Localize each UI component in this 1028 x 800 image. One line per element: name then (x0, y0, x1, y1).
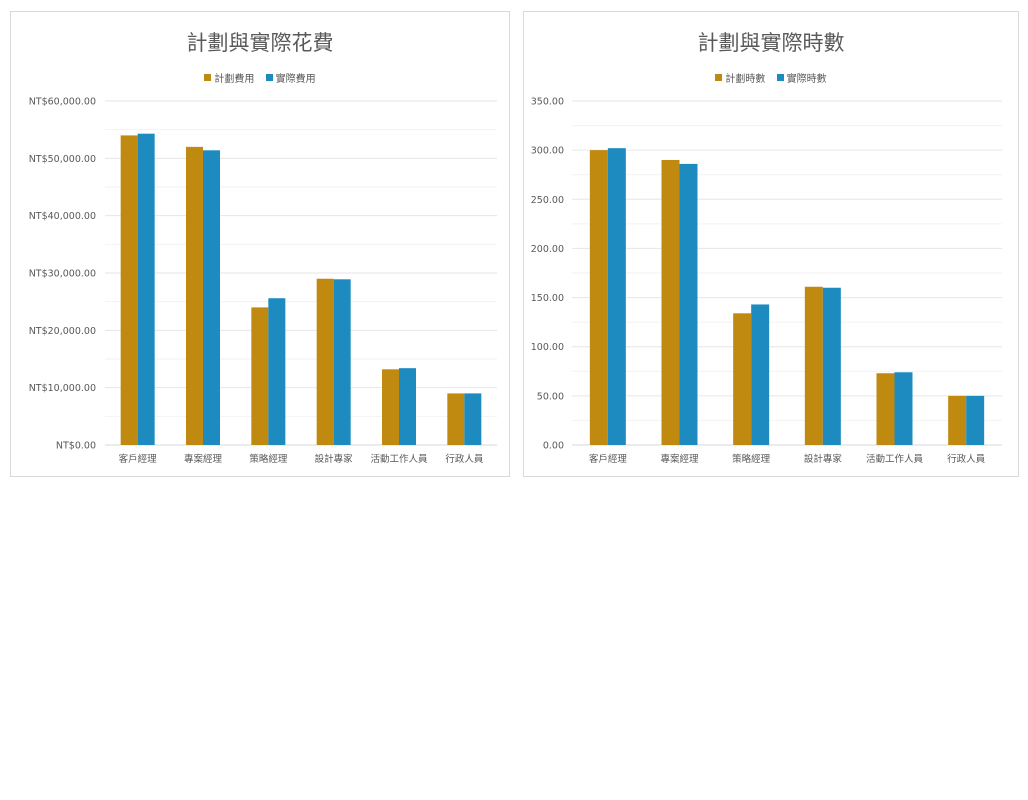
legend-swatch-actual (265, 74, 273, 81)
y-tick-label: 200.00 (531, 244, 564, 255)
legend-swatch-planned (715, 74, 723, 81)
x-category-label: 專案經理 (184, 453, 223, 465)
bar-planned (948, 395, 967, 445)
y-tick-label: 250.00 (531, 195, 564, 206)
y-tick-label: 350.00 (531, 97, 564, 108)
y-tick-label: NT$30,000.00 (29, 269, 96, 280)
y-tick-label: NT$20,000.00 (29, 326, 96, 337)
chart-title: 計劃與實際花費 (186, 31, 334, 55)
x-category-label: 行政人員 (445, 453, 484, 465)
y-tick-label: NT$10,000.00 (29, 383, 96, 394)
bar-planned (733, 313, 752, 445)
legend-swatch-actual (776, 74, 784, 81)
bar-actual (966, 395, 985, 445)
bar-actual (464, 393, 482, 445)
bar-planned (186, 146, 203, 445)
bar-planned (661, 159, 680, 445)
bar-actual (822, 287, 841, 445)
bar-actual (268, 298, 286, 445)
legend-label: 實際費用 (275, 74, 316, 85)
bar-actual (751, 304, 770, 445)
bar-planned (447, 393, 465, 445)
bar-planned (589, 150, 608, 445)
legend-swatch-planned (204, 74, 212, 81)
bar-planned (382, 369, 399, 445)
legend-label: 實際時數 (786, 74, 827, 85)
y-tick-label: NT$40,000.00 (29, 211, 96, 222)
legend-label: 計劃時數 (725, 74, 766, 85)
y-tick-label: 150.00 (531, 293, 564, 304)
bar-planned (316, 278, 334, 445)
bar-actual (679, 163, 698, 445)
legend-item-planned: 計劃時數 (715, 70, 765, 85)
bar-planned (251, 307, 269, 445)
x-category-label: 策略經理 (249, 453, 288, 465)
chart-panel-hours[interactable]: 0.00 50.00 100.00 150.00 200.00 250.00 300.00 3… (523, 11, 1019, 477)
bar-planned (120, 135, 138, 445)
x-category-label: 行政人員 (947, 453, 986, 465)
bar-actual (399, 368, 416, 445)
x-category-label: 活動工作人員 (370, 453, 428, 465)
x-category-label: 活動工作人員 (866, 453, 924, 465)
chart-title: 計劃與實際時數 (697, 31, 845, 55)
y-tick-label: 300.00 (531, 146, 564, 157)
x-category-label: 客戶經理 (589, 453, 628, 465)
bar-actual (203, 150, 220, 445)
y-tick-label: NT$50,000.00 (29, 154, 96, 165)
legend-label: 計劃費用 (214, 74, 255, 85)
chart-legend: 計劃費用 實際費用 (11, 70, 509, 85)
x-category-label: 設計專家 (804, 453, 843, 465)
legend-item-planned: 計劃費用 (204, 70, 254, 85)
bar-planned (804, 286, 823, 445)
y-tick-label: 100.00 (531, 342, 564, 353)
y-tick-label: NT$0.00 (56, 441, 96, 452)
bar-actual (333, 279, 351, 445)
chart-legend: 計劃時數 實際時數 (524, 70, 1018, 85)
hours-chart-svg: 0.00 50.00 100.00 150.00 200.00 250.00 300.00 3… (531, 97, 1002, 465)
bar-actual (607, 148, 626, 446)
cost-chart-svg: NT$0.00 NT$10,000.00 NT$20,000.00 NT$30,000… (29, 97, 497, 465)
x-category-label: 專案經理 (660, 453, 699, 465)
bar-actual (137, 133, 155, 445)
x-category-label: 客戶經理 (119, 453, 158, 465)
y-tick-label: 50.00 (537, 391, 564, 402)
legend-item-actual: 實際時數 (776, 70, 827, 85)
legend-item-actual: 實際費用 (265, 70, 316, 85)
x-category-label: 策略經理 (732, 453, 771, 465)
y-tick-label: NT$60,000.00 (29, 97, 96, 108)
bar-actual (894, 372, 913, 445)
y-tick-label: 0.00 (543, 441, 564, 452)
bar-planned (876, 373, 895, 445)
x-category-label: 設計專家 (315, 453, 354, 465)
chart-panel-cost[interactable]: NT$0.00 NT$10,000.00 NT$20,000.00 NT$30,000… (10, 11, 510, 477)
